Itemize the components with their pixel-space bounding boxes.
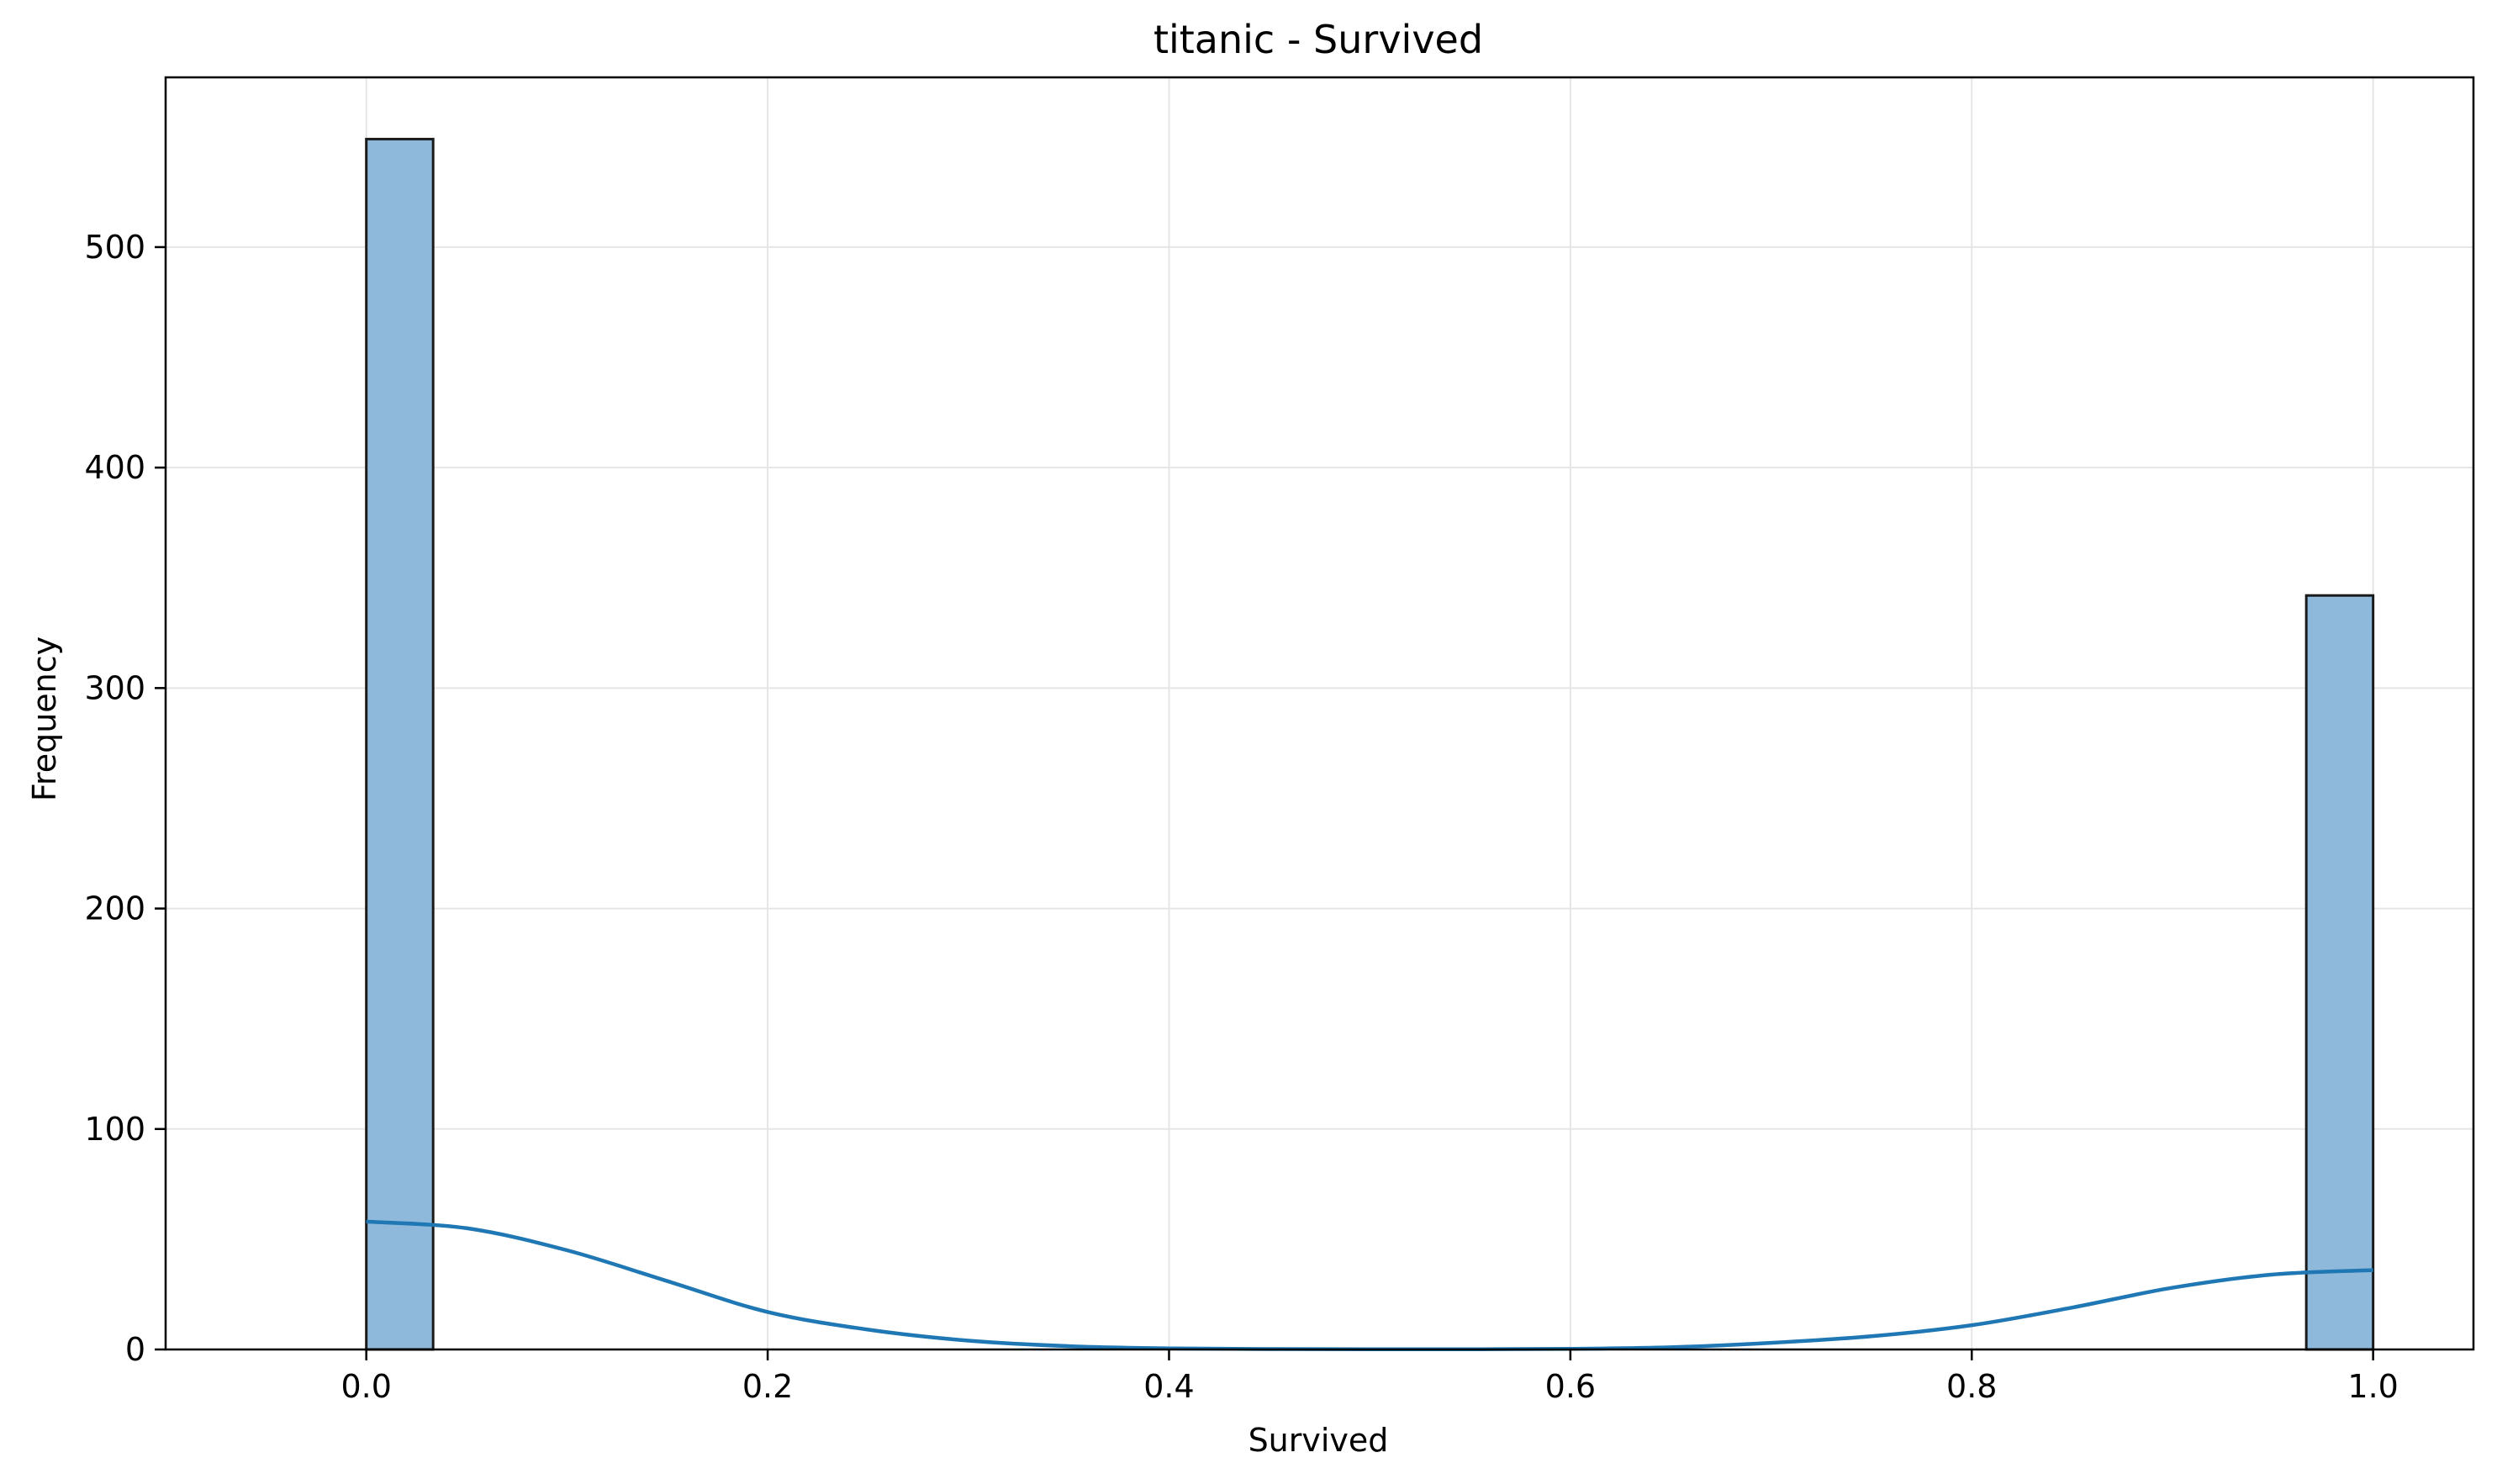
kde-line [366,1219,2373,1352]
x-tick-label: 0.6 [1545,1368,1596,1405]
y-tick-label: 500 [84,229,145,266]
y-axis-ticks: 0 100 200 300 400 500 [84,229,166,1368]
chart-title: titanic - Survived [1153,17,1483,62]
y-tick-label: 200 [84,890,145,927]
x-axis-ticks: 0.0 0.2 0.4 0.6 0.8 1.0 [340,1349,2399,1405]
y-axis-label: Frequency [26,636,63,801]
y-tick-label: 100 [84,1111,145,1148]
x-tick-label: 0.0 [340,1368,391,1405]
grid-layer [166,77,2473,1350]
y-tick-label: 300 [84,669,145,706]
plot-frame [164,76,2475,1351]
y-tick-label: 0 [125,1331,145,1368]
x-axis-label: Survived [1248,1422,1389,1459]
bar-layer [365,137,2375,1351]
y-tick-label: 400 [84,449,145,486]
x-tick-label: 0.4 [1143,1368,1194,1405]
histogram-bar [2304,594,2375,1351]
x-tick-label: 0.2 [742,1368,793,1405]
histogram-bar [365,137,435,1351]
x-tick-label: 1.0 [2347,1368,2398,1405]
kde-layer [366,1219,2373,1352]
x-tick-label: 0.8 [1946,1368,1997,1405]
